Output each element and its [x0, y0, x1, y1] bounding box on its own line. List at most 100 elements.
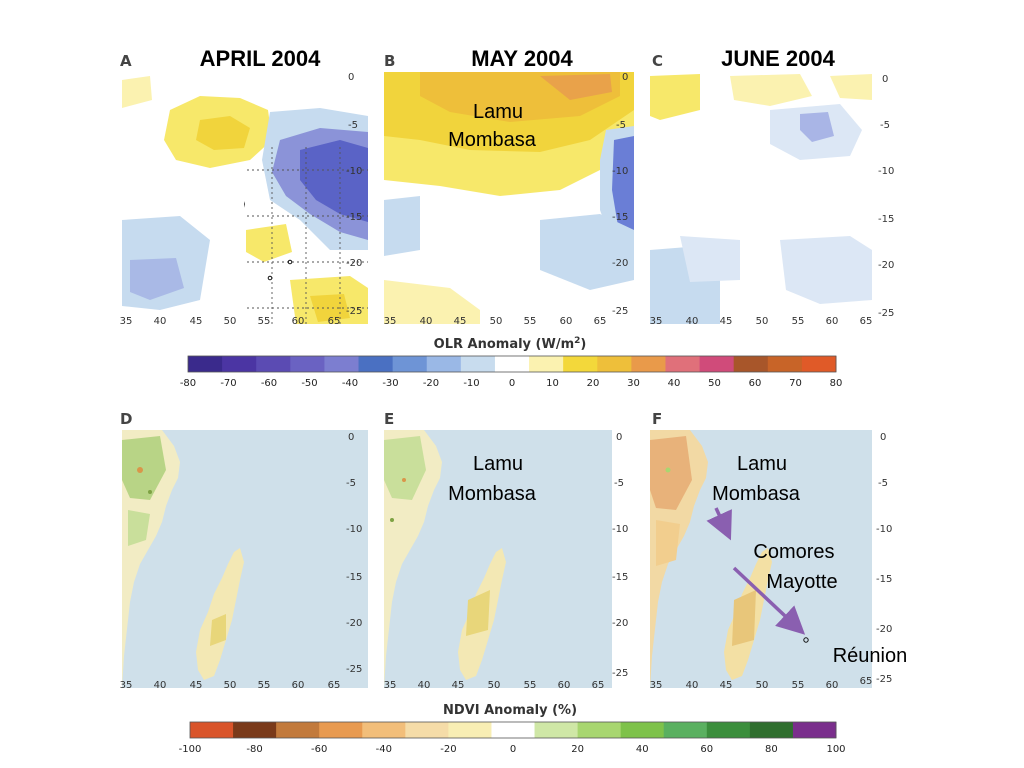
lat-tick: -5	[880, 120, 890, 131]
ndvi-colorbar-tick-label: 60	[700, 744, 713, 755]
ndvi-colorbar-swatch	[190, 722, 234, 738]
olr-colorbar-swatch	[563, 356, 598, 372]
arrow-mombasa-to-comores	[706, 507, 732, 541]
lat-ticks-e: 0 -5 -10 -15 -20 -25	[612, 432, 628, 679]
lon-ticks-d: 35 40 45 50 55 60 65	[120, 680, 341, 691]
lon-tick: 55	[524, 316, 537, 327]
lon-ticks-c: 35 40 45 50 55 60 65	[650, 316, 873, 327]
lon-tick: 50	[756, 316, 769, 327]
olr-colorbar-ticks: -80 -70 -60 -50 -40 -30 -20 -10 0 10 20 30 40 50 60 70 8…	[180, 378, 843, 389]
lon-tick: 65	[328, 316, 341, 327]
lat-tick: -20	[612, 258, 628, 269]
ndvi-colorbar-swatch	[405, 722, 449, 738]
lat-tick: -25	[878, 308, 894, 319]
lon-tick: 40	[420, 316, 433, 327]
olr-colorbar-swatch	[801, 356, 837, 372]
label-lamu-f: Lamu	[737, 453, 787, 475]
lat-tick: 0	[616, 432, 622, 443]
panel-b: B 0 -5 -10 -15 -20 -25 0 -5 -10 -15 -20 …	[346, 52, 634, 327]
label-lamu-e: Lamu	[473, 453, 523, 475]
lon-tick: 35	[120, 680, 133, 691]
lon-tick: 65	[328, 680, 341, 691]
lat-ticks-a: 0 -5 -10 -15 -20 -25	[346, 72, 362, 317]
lon-tick: 35	[384, 680, 397, 691]
lon-tick: 40	[686, 680, 699, 691]
label-mayotte: Mayotte	[766, 571, 837, 593]
label-comores: Comores	[753, 541, 834, 563]
lon-tick: 45	[452, 680, 465, 691]
lon-tick: 35	[650, 316, 663, 327]
panel-d: D 0 -5 -10 -15 -20 -25 35 40 45 50 55 60…	[120, 410, 368, 691]
olr-colorbar-tick-label: 60	[749, 378, 762, 389]
olr-colorbar-swatch	[665, 356, 701, 372]
olr-colorbar-swatch	[290, 356, 325, 372]
panel-letter-d: D	[120, 410, 132, 428]
olr-colorbar-swatch	[256, 356, 291, 372]
lon-tick: 55	[258, 316, 271, 327]
olr-colorbar-tick-label: 0	[509, 378, 515, 389]
lat-tick: -10	[612, 524, 628, 535]
lon-tick: 60	[292, 680, 305, 691]
olr-colorbar-tick-label: -80	[180, 378, 196, 389]
label-reunion: Réunion	[833, 645, 908, 667]
olr-colorbar: OLR Anomaly (W/m2) -80 -70 -60 -50 -40 -30 -20…	[180, 336, 843, 389]
panel-letter-c: C	[652, 52, 663, 70]
olr-colorbar-tick-label: 50	[708, 378, 721, 389]
reunion-marker	[803, 637, 809, 643]
olr-colorbar-swatch	[460, 356, 496, 372]
lat-tick: -15	[346, 572, 362, 583]
lon-tick: 45	[190, 316, 203, 327]
lon-tick: 50	[224, 680, 237, 691]
ndvi-colorbar-frame	[189, 721, 837, 739]
lat-ticks-c: 0 -5 -10 -15 -20 -25	[878, 74, 894, 319]
label-mombasa-b: Mombasa	[448, 129, 537, 151]
ndvi-colorbar-swatch	[534, 722, 579, 738]
title-may: MAY 2004	[471, 46, 573, 71]
ndvi-colorbar: NDVI Anomaly (%) -100 -80 -60 -40 -20 0 20 40 60…	[179, 703, 846, 755]
olr-colorbar-frame	[187, 355, 837, 373]
lat-tick: 0	[348, 432, 354, 443]
lat-tick: -20	[612, 618, 628, 629]
olr-colorbar-tick-label: 70	[789, 378, 802, 389]
lon-tick: 65	[860, 676, 873, 687]
olr-colorbar-tick-label: -70	[220, 378, 236, 389]
olr-colorbar-tick-label: 30	[627, 378, 640, 389]
olr-colorbar-tick-label: -30	[382, 378, 398, 389]
olr-colorbar-swatch	[392, 356, 428, 372]
ndvi-colorbar-ticks: -100 -80 -60 -40 -20 0 20 40 60 80 100	[179, 744, 846, 755]
olr-colorbar-swatch	[426, 356, 462, 372]
olr-colorbar-tick-label: 80	[830, 378, 843, 389]
lon-tick: 35	[384, 316, 397, 327]
lon-tick: 45	[454, 316, 467, 327]
arrow-mayotte-to-reunion	[732, 566, 806, 635]
lat-tick: -25	[876, 674, 892, 685]
panel-letter-a: A	[120, 52, 132, 70]
lon-ticks-a: 35 40 45 50 55 60 65	[120, 316, 341, 327]
lat-tick: -5	[878, 478, 888, 489]
lon-tick: 40	[154, 316, 167, 327]
lon-tick: 65	[860, 316, 873, 327]
ndvi-colorbar-swatch	[792, 722, 837, 738]
ndvi-colorbar-tick-label: 20	[571, 744, 584, 755]
lat-tick: 0	[880, 432, 886, 443]
lat-tick: -25	[346, 664, 362, 675]
lon-tick: 55	[258, 680, 271, 691]
lat-tick: -15	[876, 574, 892, 585]
lat-tick: -20	[346, 258, 362, 269]
lon-tick: 65	[592, 680, 605, 691]
lat-ticks-b: 0 -5 -10 -15 -20 -25	[612, 72, 628, 317]
lon-tick: 55	[792, 680, 805, 691]
olr-colorbar-tick-label: -20	[423, 378, 439, 389]
olr-colorbar-tick-label: -40	[342, 378, 358, 389]
ndvi-colorbar-tick-label: 40	[636, 744, 649, 755]
ndvi-colorbar-swatch	[319, 722, 363, 738]
ndvi-colorbar-swatch	[620, 722, 665, 738]
lon-tick: 40	[686, 316, 699, 327]
lat-tick: -10	[876, 524, 892, 535]
lon-tick: 65	[594, 316, 607, 327]
lat-tick: -10	[878, 166, 894, 177]
lon-tick: 45	[720, 680, 733, 691]
lat-tick: 0	[882, 74, 888, 85]
lon-ticks-f: 35 40 45 50 55 60 65	[650, 676, 873, 691]
lat-tick: -15	[612, 572, 628, 583]
